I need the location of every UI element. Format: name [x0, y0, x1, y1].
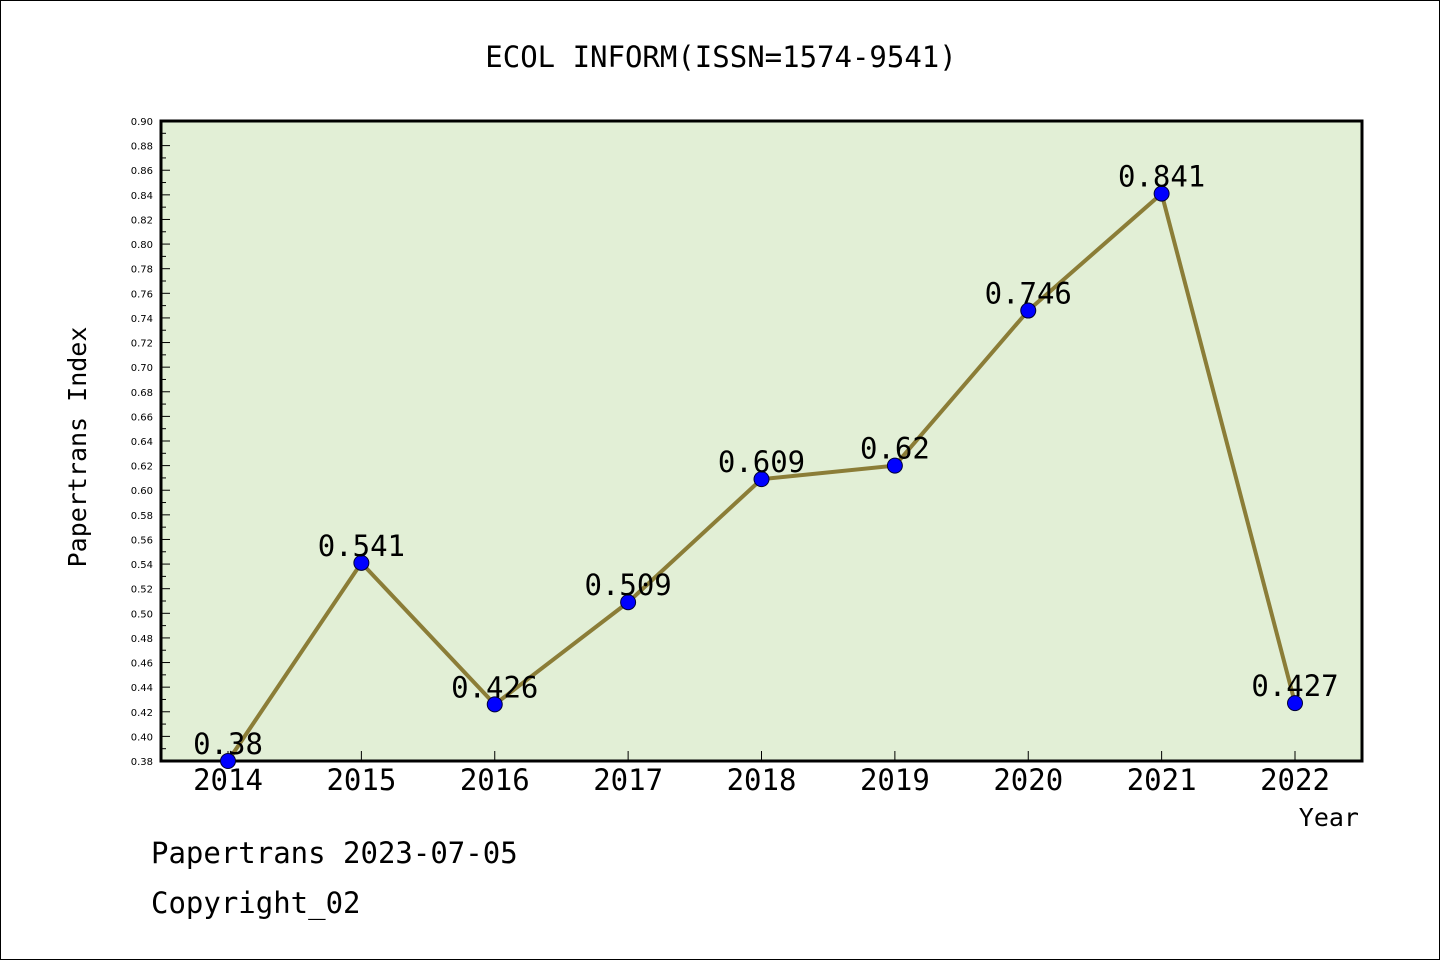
chart-page: ECOL INFORM(ISSN=1574-9541) 0.38 0.40 0.42… — [0, 0, 1440, 960]
data-label: 0.841 — [1118, 160, 1205, 194]
data-label: 0.426 — [451, 670, 538, 704]
y-tick-label: 0.66 — [131, 412, 153, 423]
x-tick-label: 2015 — [326, 763, 396, 797]
y-tick-label: 0.60 — [131, 486, 153, 497]
y-tick-label: 0.68 — [131, 388, 153, 399]
x-axis-title: Year — [1299, 803, 1359, 832]
footer-date: Papertrans 2023-07-05 — [151, 836, 518, 870]
y-tick-label: 0.76 — [131, 289, 153, 300]
y-tick-label: 0.86 — [131, 166, 153, 177]
y-tick-label: 0.42 — [131, 708, 153, 719]
x-tick-label: 2019 — [860, 763, 930, 797]
x-tick-label: 2016 — [460, 763, 530, 797]
data-label: 0.746 — [985, 277, 1072, 311]
data-label: 0.427 — [1251, 669, 1338, 703]
x-tick-label: 2017 — [593, 763, 663, 797]
data-label: 0.62 — [860, 432, 930, 466]
y-tick-label: 0.80 — [131, 240, 153, 251]
y-tick-label: 0.74 — [131, 314, 153, 325]
y-tick-label: 0.54 — [131, 560, 153, 571]
chart-title: ECOL INFORM(ISSN=1574-9541) — [485, 40, 956, 74]
y-tick-label: 0.90 — [131, 117, 153, 128]
y-axis-title: Papertrans Index — [63, 327, 92, 568]
y-tick-label: 0.64 — [131, 437, 153, 448]
y-tick-label: 0.88 — [131, 142, 153, 153]
y-tick-label: 0.82 — [131, 215, 153, 226]
chart: ECOL INFORM(ISSN=1574-9541) 0.38 0.40 0.42… — [1, 1, 1440, 961]
plot-area — [161, 121, 1362, 761]
x-tick-label: 2022 — [1260, 763, 1330, 797]
data-label: 0.509 — [584, 568, 671, 602]
y-tick-label: 0.52 — [131, 585, 153, 596]
x-tick-label: 2018 — [727, 763, 797, 797]
footer-copyright: Copyright_02 — [151, 886, 361, 920]
y-tick-label: 0.62 — [131, 462, 153, 473]
data-label: 0.38 — [193, 727, 263, 761]
y-tick-label: 0.44 — [131, 683, 153, 694]
y-tick-label: 0.46 — [131, 659, 153, 670]
y-tick-label: 0.40 — [131, 732, 153, 743]
y-tick-label: 0.38 — [131, 757, 153, 768]
x-tick-label: 2021 — [1127, 763, 1197, 797]
data-label: 0.541 — [318, 529, 405, 563]
y-tick-label: 0.72 — [131, 339, 153, 350]
y-tick-label: 0.48 — [131, 634, 153, 645]
y-tick-label: 0.58 — [131, 511, 153, 522]
y-tick-label: 0.78 — [131, 265, 153, 276]
x-tick-label: 2020 — [993, 763, 1063, 797]
y-tick-label: 0.56 — [131, 535, 153, 546]
data-label: 0.609 — [718, 445, 805, 479]
y-tick-label: 0.84 — [131, 191, 153, 202]
y-tick-label: 0.50 — [131, 609, 153, 620]
y-tick-label: 0.70 — [131, 363, 153, 374]
